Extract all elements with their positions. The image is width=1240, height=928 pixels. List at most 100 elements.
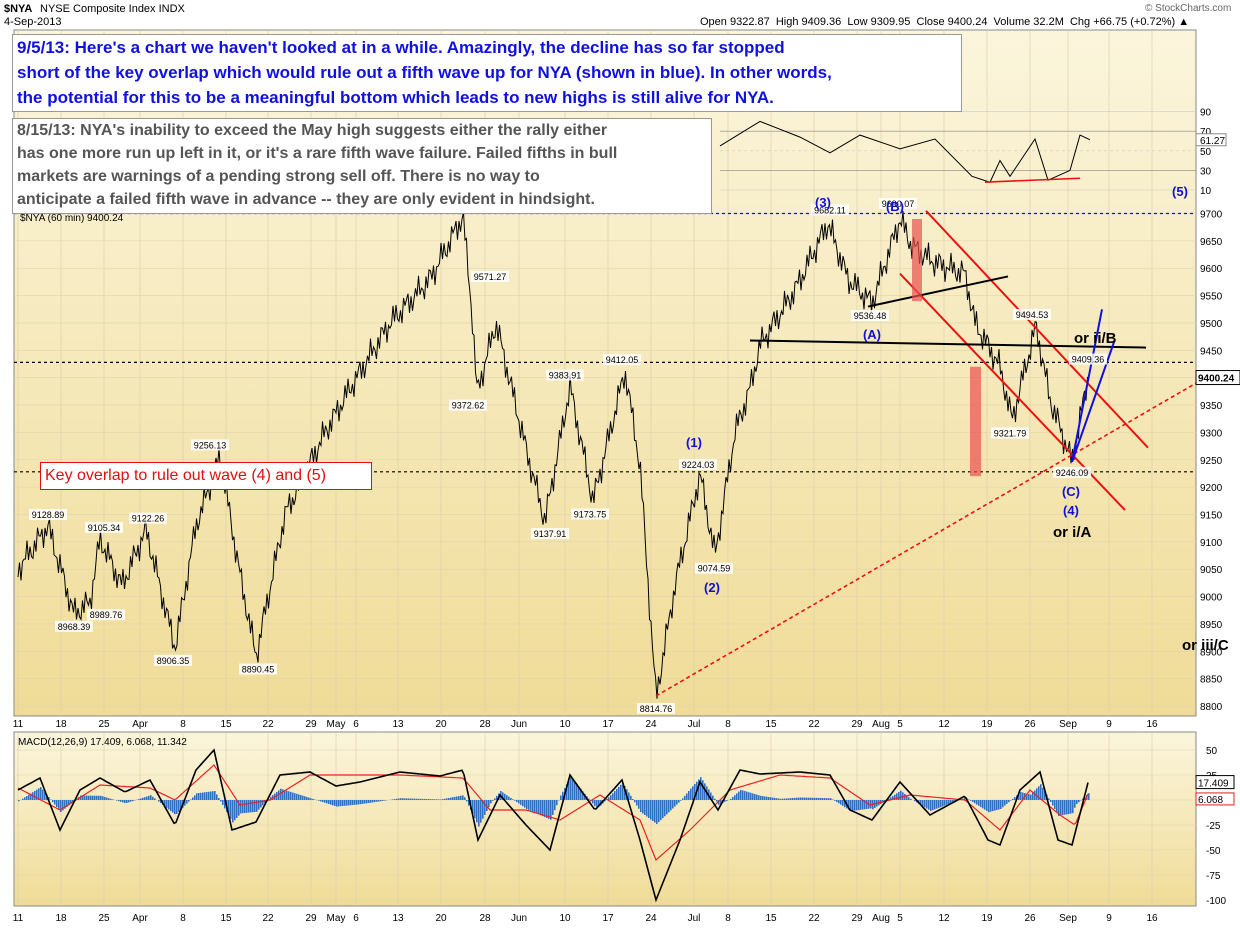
macd-histogram-bar — [442, 799, 444, 800]
macd-histogram-bar — [712, 795, 714, 800]
macd-histogram-bar — [168, 800, 170, 810]
macd-histogram-bar — [852, 800, 854, 811]
macd-histogram-bar — [554, 800, 556, 811]
macd-histogram-bar — [560, 795, 562, 800]
macd-histogram-bar — [614, 791, 616, 800]
macd-histogram-bar — [808, 797, 810, 800]
pivot-label-bg — [129, 512, 167, 524]
macd-histogram-bar — [666, 800, 668, 815]
x-tick-label: 19 — [981, 913, 993, 924]
macd-histogram-bar — [668, 800, 670, 813]
macd-histogram-bar — [370, 800, 372, 803]
macd-histogram-bar — [588, 798, 590, 800]
x-tick-label: 13 — [392, 913, 404, 924]
macd-histogram-bar — [264, 800, 266, 804]
macd-histogram-bar — [774, 797, 776, 800]
macd-histogram-bar — [974, 800, 976, 804]
rsi-tick-label: 10 — [1200, 186, 1212, 197]
macd-histogram-bar — [672, 800, 674, 809]
rsi-tick-label: 90 — [1200, 108, 1212, 119]
signal-value-label: 6.068 — [1198, 795, 1223, 806]
x-tick-label: 12 — [938, 719, 950, 730]
macd-histogram-bar — [262, 800, 264, 806]
macd-histogram-bar — [192, 797, 194, 800]
macd-histogram-bar — [640, 800, 642, 812]
macd-histogram-bar — [806, 797, 808, 800]
macd-histogram-bar — [562, 791, 564, 800]
macd-histogram-bar — [434, 799, 436, 800]
macd-histogram-bar — [744, 791, 746, 800]
macd-histogram-bar — [750, 792, 752, 800]
macd-histogram-bar — [154, 798, 156, 800]
macd-histogram-bar — [420, 798, 422, 800]
blue-channel-line — [1071, 309, 1103, 463]
macd-histogram-bar — [830, 798, 832, 800]
pivot-label-bg — [191, 439, 229, 451]
macd-histogram-bar — [642, 800, 644, 814]
macd-histogram-bar — [1082, 798, 1084, 800]
macd-histogram-bar — [82, 795, 84, 800]
macd-histogram-bar — [770, 797, 772, 800]
x-tick-label: 15 — [220, 719, 232, 730]
macd-histogram-bar — [742, 790, 744, 800]
macd-histogram-bar — [374, 800, 376, 803]
macd-histogram-bar — [592, 800, 594, 804]
macd-histogram-bar — [528, 800, 530, 810]
pivot-label: 9682.11 — [814, 205, 846, 215]
macd-histogram-bar — [196, 793, 198, 800]
macd-histogram-bar — [488, 800, 490, 808]
x-tick-label: 26 — [1024, 719, 1036, 730]
macd-histogram-bar — [404, 798, 406, 800]
pivot-label: 9256.13 — [194, 440, 227, 450]
macd-histogram-bar — [140, 798, 142, 800]
macd-histogram-bar — [786, 798, 788, 800]
wave-label: (C) — [1062, 484, 1080, 499]
macd-histogram-bar — [302, 795, 304, 800]
macd-histogram-bar — [854, 800, 856, 811]
macd-histogram-bar — [368, 800, 370, 803]
ohlc-summary: Open 9322.87 High 9409.36 Low 9309.95 Cl… — [700, 16, 1190, 28]
macd-histogram-bar — [604, 800, 606, 802]
macd-histogram-bar — [608, 797, 610, 800]
macd-histogram-bar — [1056, 800, 1058, 813]
macd-histogram-bar — [794, 797, 796, 800]
signal-value-box — [1195, 792, 1235, 806]
note1-line: short of the key overlap which would rul… — [17, 63, 832, 82]
macd-histogram-bar — [62, 800, 64, 811]
rsi-line — [719, 120, 1091, 183]
macd-histogram-bar — [648, 800, 650, 818]
x-tick-label: 12 — [938, 913, 950, 924]
macd-histogram-bar — [108, 798, 110, 800]
macd-histogram-bar — [348, 800, 350, 806]
rsi-tick-label: 70 — [1200, 127, 1212, 138]
macd-histogram-bar — [460, 795, 462, 800]
macd-histogram-bar — [244, 800, 246, 813]
macd-histogram-bar — [118, 800, 120, 802]
macd-histogram-bar — [90, 795, 92, 800]
macd-histogram-bar — [248, 800, 250, 813]
macd-histogram-bar — [822, 798, 824, 800]
gap-marker — [912, 218, 922, 302]
macd-histogram-bar — [978, 800, 980, 806]
macd-tick-label: 50 — [1206, 746, 1218, 757]
macd-histogram-bar — [212, 791, 214, 800]
macd-histogram-bar — [544, 800, 546, 818]
pivot-label-bg — [85, 521, 123, 533]
macd-histogram-bar — [84, 795, 86, 800]
macd-histogram-bar — [436, 799, 438, 800]
macd-histogram-bar — [354, 800, 356, 805]
pivot-label: 9409.36 — [1072, 355, 1105, 365]
x-tick-label: 28 — [479, 719, 491, 730]
macd-histogram-bar — [1014, 797, 1016, 800]
macd-histogram-bar — [104, 797, 106, 800]
pivot-label-bg — [679, 458, 717, 470]
macd-histogram-bar — [802, 797, 804, 800]
macd-histogram-bar — [906, 795, 908, 800]
macd-tick-label: -100 — [1206, 896, 1226, 907]
macd-histogram-bar — [174, 800, 176, 815]
macd-histogram-bar — [804, 797, 806, 800]
y-tick-label: 9150 — [1200, 510, 1223, 521]
macd-histogram-bar — [514, 800, 516, 801]
y-tick-label: 8850 — [1200, 675, 1223, 686]
